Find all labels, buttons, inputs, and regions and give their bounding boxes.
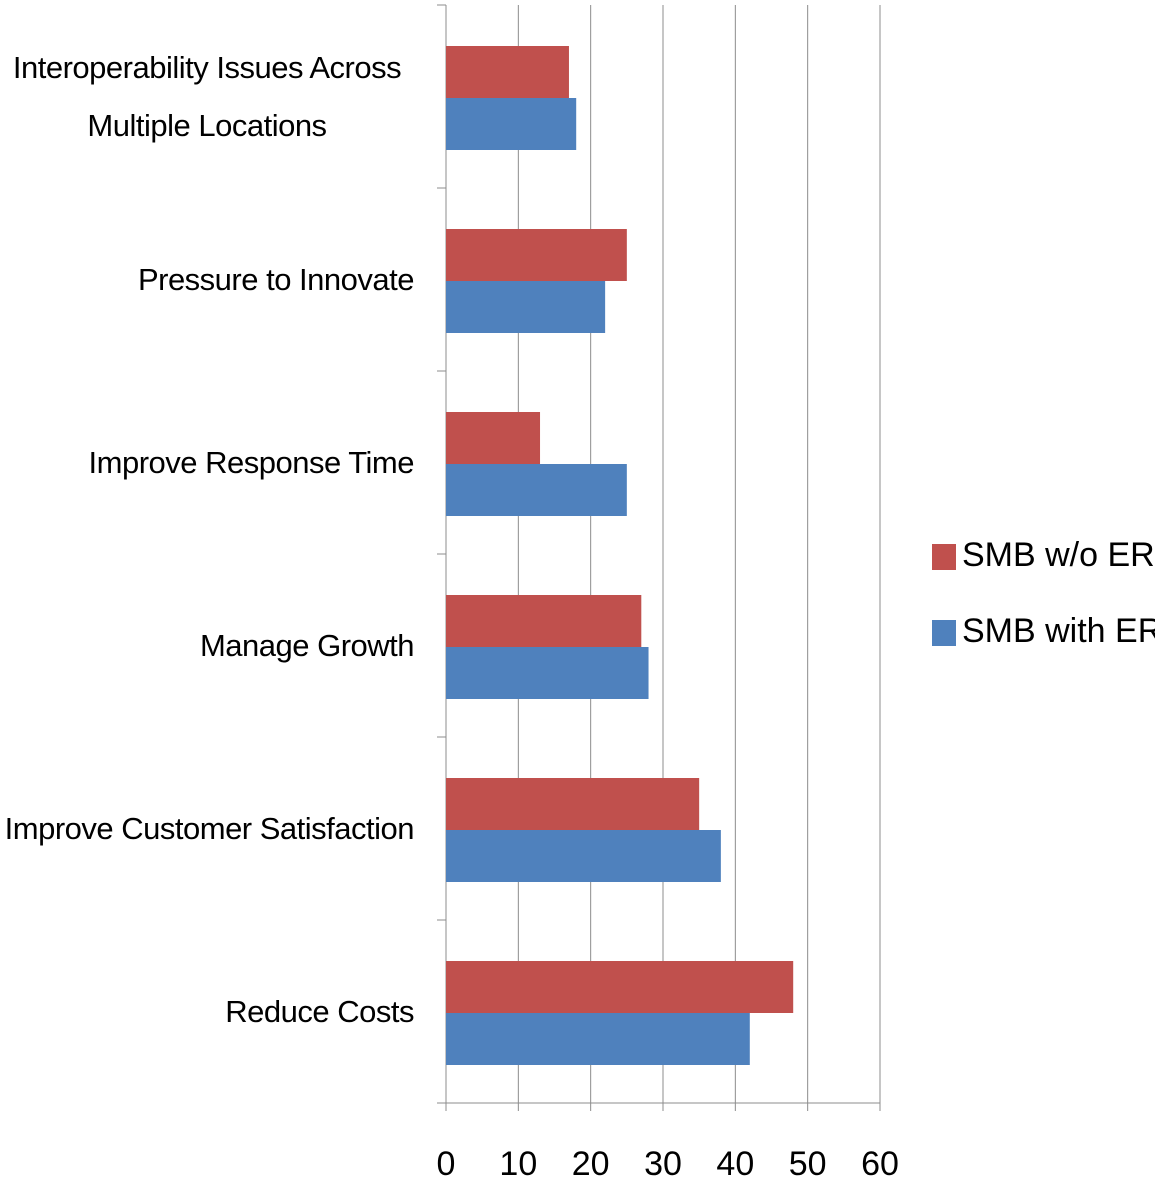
bar — [446, 229, 627, 281]
x-tick-label: 20 — [572, 1145, 610, 1183]
y-tick-label: Reduce Costs — [225, 993, 414, 1029]
category-label-box: Pressure to Innovate — [0, 188, 415, 371]
bar — [446, 46, 569, 98]
legend-label: SMB with ERP — [962, 612, 1155, 650]
bar — [446, 281, 606, 333]
category-label-box: Improve Response Time — [0, 371, 415, 554]
legend-swatch — [932, 620, 956, 646]
x-tick-label: 50 — [789, 1145, 827, 1183]
category-label-box: Improve Customer Satisfaction — [0, 737, 415, 920]
legend-label: SMB w/o ERP — [962, 536, 1155, 574]
bar — [446, 595, 642, 647]
y-tick-label: Pressure to Innovate — [137, 261, 415, 297]
bar — [446, 778, 700, 830]
bar — [446, 1013, 750, 1065]
bar — [446, 647, 649, 699]
x-tick-label: 0 — [437, 1145, 456, 1183]
y-tick-label: Interoperability Issues Across Multiple … — [12, 49, 402, 143]
x-tick-label: 40 — [716, 1145, 754, 1183]
bar — [446, 961, 794, 1013]
x-tick-label: 10 — [499, 1145, 537, 1183]
legend-swatch — [932, 544, 956, 570]
bar — [446, 464, 627, 516]
category-label-box: Interoperability Issues Across Multiple … — [0, 5, 414, 188]
bar — [446, 830, 721, 882]
x-tick-label: 60 — [861, 1145, 899, 1183]
category-label-box: Manage Growth — [0, 554, 415, 737]
category-label-box: Reduce Costs — [0, 920, 414, 1103]
y-tick-label: Improve Customer Satisfaction — [4, 810, 415, 846]
y-tick-label: Manage Growth — [199, 627, 415, 663]
bar — [446, 98, 577, 150]
bar — [446, 412, 541, 464]
x-tick-label: 30 — [644, 1145, 682, 1183]
y-tick-label: Improve Response Time — [88, 444, 415, 480]
